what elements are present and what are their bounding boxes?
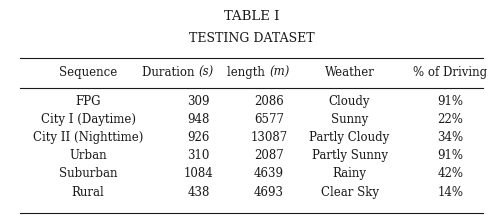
Text: Partly Cloudy: Partly Cloudy (309, 131, 390, 144)
Text: 926: 926 (188, 131, 210, 144)
Text: 6577: 6577 (254, 113, 284, 126)
Text: % of Driving: % of Driving (413, 66, 487, 79)
Text: Sunny: Sunny (331, 113, 368, 126)
Text: 1084: 1084 (184, 167, 214, 180)
Text: Rainy: Rainy (332, 167, 367, 180)
Text: 310: 310 (188, 149, 210, 162)
Text: 4639: 4639 (254, 167, 284, 180)
Text: 22%: 22% (437, 113, 463, 126)
Text: 948: 948 (188, 113, 210, 126)
Text: Urban: Urban (69, 149, 107, 162)
Text: City I (Daytime): City I (Daytime) (41, 113, 135, 126)
Text: Cloudy: Cloudy (329, 95, 370, 108)
Text: 2087: 2087 (254, 149, 284, 162)
Text: TABLE I: TABLE I (224, 10, 279, 23)
Text: 14%: 14% (437, 185, 463, 199)
Text: Rural: Rural (71, 185, 105, 199)
Text: Partly Sunny: Partly Sunny (311, 149, 388, 162)
Text: Duration: Duration (142, 66, 199, 79)
Text: Clear Sky: Clear Sky (320, 185, 379, 199)
Text: 309: 309 (188, 95, 210, 108)
Text: 13087: 13087 (250, 131, 288, 144)
Text: 91%: 91% (437, 149, 463, 162)
Text: 438: 438 (188, 185, 210, 199)
Text: City II (Nighttime): City II (Nighttime) (33, 131, 143, 144)
Text: 2086: 2086 (254, 95, 284, 108)
Text: 34%: 34% (437, 131, 463, 144)
Text: (m): (m) (269, 66, 290, 79)
Text: 4693: 4693 (254, 185, 284, 199)
Text: FPG: FPG (75, 95, 101, 108)
Text: Suburban: Suburban (59, 167, 117, 180)
Text: TESTING DATASET: TESTING DATASET (189, 32, 314, 45)
Text: (s): (s) (199, 66, 214, 79)
Text: Weather: Weather (324, 66, 375, 79)
Text: length: length (227, 66, 269, 79)
Text: 42%: 42% (437, 167, 463, 180)
Text: Sequence: Sequence (59, 66, 117, 79)
Text: 91%: 91% (437, 95, 463, 108)
